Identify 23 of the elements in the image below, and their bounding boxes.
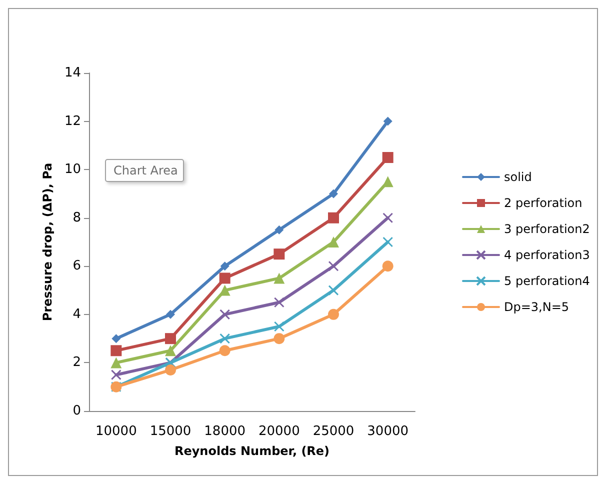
y-tick-label: 12 [64,114,81,129]
x-tick-label: 30000 [367,424,409,439]
x-tick-label: 10000 [95,424,137,439]
x-axis-title: Reynolds Number, (Re) [174,444,330,458]
y-tick-label: 6 [72,258,81,274]
legend-label: 4 perforation3 [504,248,590,262]
y-tick-label: 0 [72,404,81,418]
legend-label: solid [504,170,532,184]
legend-label: Dp=3,N=5 [504,300,570,314]
y-tick-label: 10 [64,162,81,178]
x-tick-label: 25000 [312,424,354,439]
x-tick-label: 15000 [150,424,192,439]
legend-label: 2 perforation [504,196,582,210]
y-tick-label: 14 [64,66,81,80]
x-tick-label: 20000 [258,424,300,439]
y-axis-title: Pressure drop, (ΔP), Pa [40,162,55,322]
y-tick-label: 8 [72,210,81,226]
legend-label: 3 perforation2 [504,222,590,236]
annotation: Chart Area [114,164,178,178]
legend-label: 5 perforation4 [504,274,590,288]
x-tick-label: 18000 [204,424,246,439]
y-tick-label: 2 [72,355,81,370]
y-tick-label: 4 [72,306,81,322]
